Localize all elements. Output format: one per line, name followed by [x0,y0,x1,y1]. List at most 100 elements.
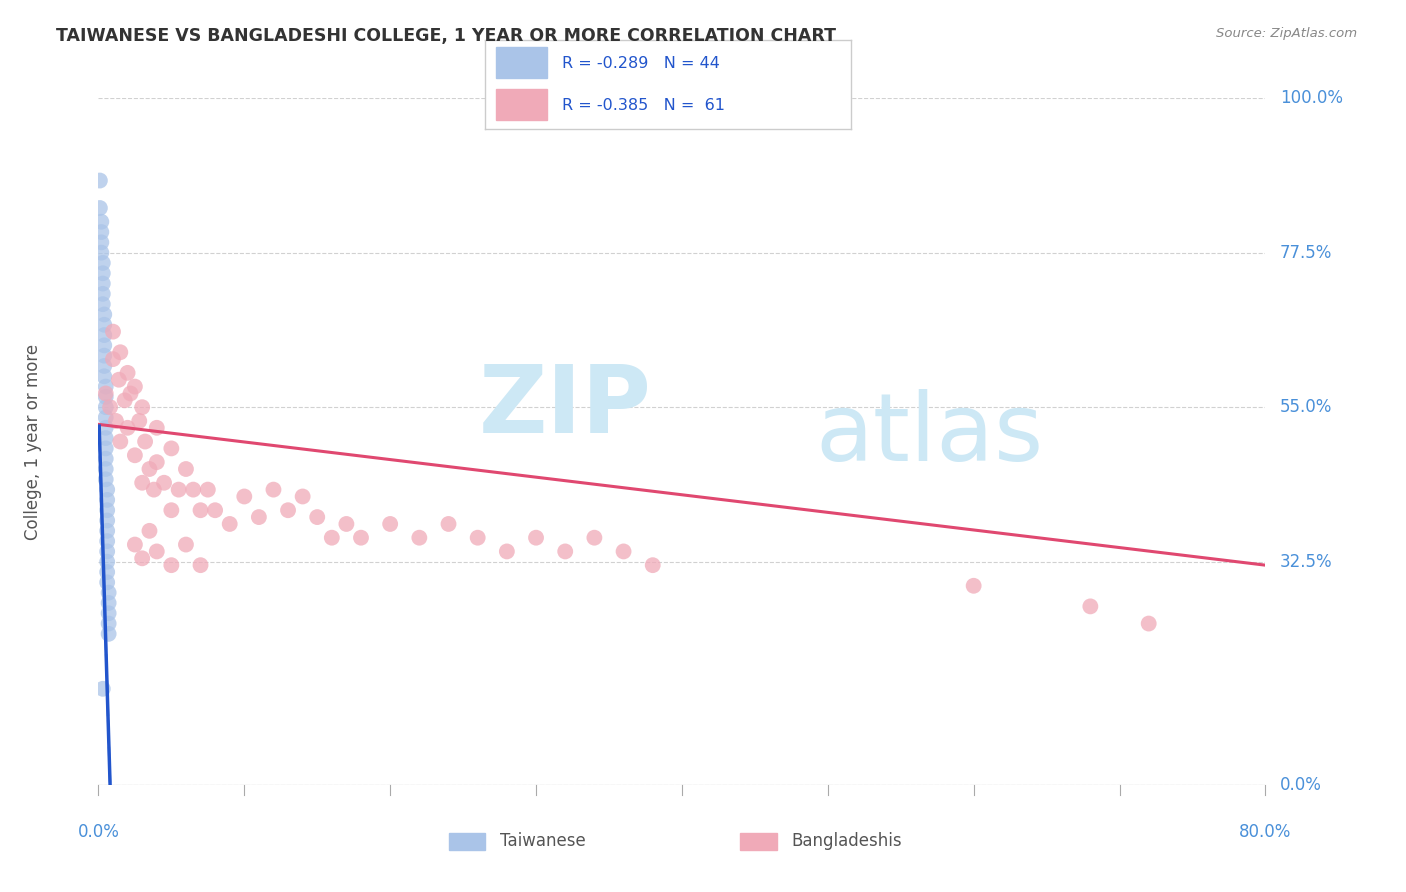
Point [93,328,115,343]
Text: 55.0%: 55.0% [1279,398,1333,417]
Point [93,369,115,384]
Point [524,531,547,545]
Point [307,510,329,524]
Point [91,681,114,696]
Point [90,215,112,229]
Point [96,534,118,549]
Point [98,400,121,414]
Point [110,434,132,449]
Point [97,607,120,621]
Text: Taiwanese: Taiwanese [499,832,585,850]
Point [94,400,117,414]
Point [94,421,117,435]
Point [94,451,117,466]
Point [89,201,111,215]
Point [96,565,118,579]
Point [174,462,197,476]
Text: TAIWANESE VS BANGLADESHI COLLEGE, 1 YEAR OR MORE CORRELATION CHART: TAIWANESE VS BANGLADESHI COLLEGE, 1 YEAR… [56,27,837,45]
Point [91,256,114,270]
Point [91,286,114,301]
Point [467,531,489,545]
Point [94,442,117,456]
Point [94,431,117,445]
Point [96,555,118,569]
Point [90,225,112,239]
Point [146,544,169,558]
Point [131,400,153,414]
Point [146,421,169,435]
Point [94,472,117,486]
Point [197,483,219,497]
Point [138,524,160,538]
Point [131,551,153,566]
Point [101,325,124,339]
Point [117,421,139,435]
Point [335,516,357,531]
Point [108,373,131,387]
Point [190,558,212,573]
Point [101,352,124,367]
Point [94,410,117,425]
Point [91,297,114,311]
Point [97,616,120,631]
Point [613,544,636,558]
Point [437,516,460,531]
Point [96,524,118,538]
Point [94,379,117,393]
Point [1080,599,1102,614]
Point [90,235,112,250]
Point [496,544,519,558]
Bar [741,833,776,850]
Bar [496,89,547,120]
Point [96,483,118,497]
Text: R = -0.385   N =  61: R = -0.385 N = 61 [562,98,725,112]
Point [181,483,204,497]
Text: 32.5%: 32.5% [1279,553,1333,571]
Point [124,379,146,393]
Point [962,579,984,593]
Point [233,490,256,504]
Point [218,516,240,531]
Point [190,503,212,517]
Point [277,503,299,517]
Point [97,585,120,599]
Text: 0.0%: 0.0% [77,822,120,841]
Point [380,516,402,531]
Point [93,338,115,352]
Point [94,462,117,476]
Point [131,475,153,490]
Point [93,359,115,373]
Point [174,537,197,551]
Point [321,531,343,545]
Point [1137,616,1160,631]
Point [167,483,190,497]
Text: 0.0%: 0.0% [1279,776,1322,794]
Text: 100.0%: 100.0% [1279,89,1343,107]
Bar [449,833,485,850]
Text: Bangladeshis: Bangladeshis [792,832,901,850]
Point [96,544,118,558]
Text: 77.5%: 77.5% [1279,244,1333,261]
Point [93,318,115,332]
Point [91,266,114,280]
Text: ZIP: ZIP [479,361,651,453]
Text: R = -0.289   N = 44: R = -0.289 N = 44 [562,56,720,70]
Text: atlas: atlas [815,389,1045,481]
Point [97,596,120,610]
Point [96,503,118,517]
Text: Source: ZipAtlas.com: Source: ZipAtlas.com [1216,27,1357,40]
Point [96,575,118,590]
Point [160,442,183,456]
Point [91,277,114,291]
Point [110,345,132,359]
Point [134,434,156,449]
Point [146,455,169,469]
Point [96,514,118,528]
Bar [496,47,547,78]
Text: 80.0%: 80.0% [1239,822,1292,841]
Point [142,483,165,497]
Point [114,393,136,408]
Point [204,503,226,517]
Point [89,173,111,187]
Point [96,492,118,507]
